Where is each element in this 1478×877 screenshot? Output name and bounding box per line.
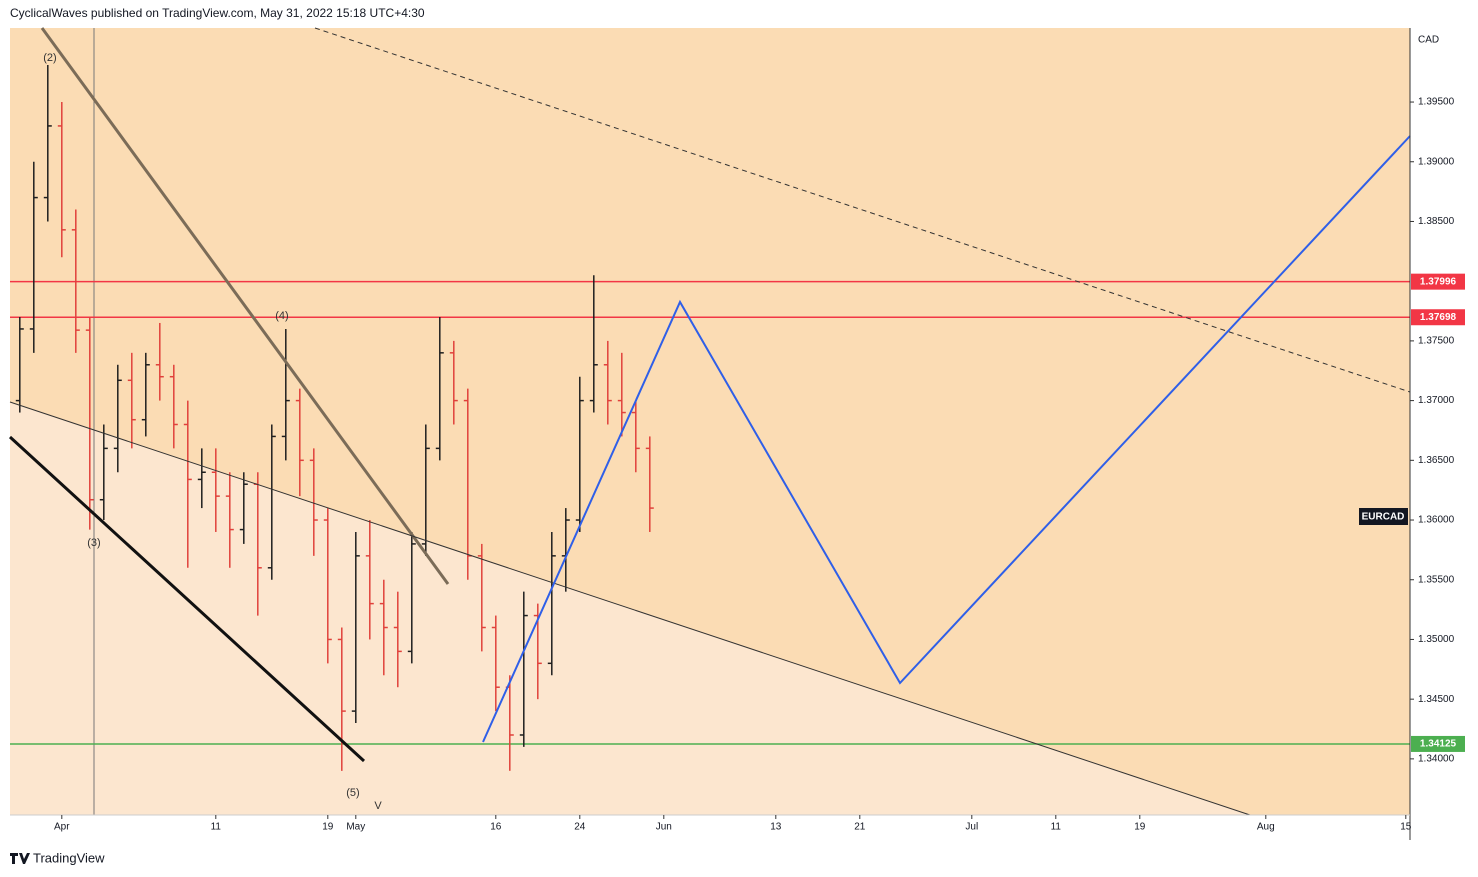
currency-label: CAD xyxy=(1418,35,1439,46)
x-tick-label: 15 xyxy=(1400,822,1412,833)
x-tick-label: 11 xyxy=(1051,822,1062,833)
y-tick-label: 1.35500 xyxy=(1418,574,1455,585)
x-tick-label: Apr xyxy=(54,822,70,833)
wave-label: (5) xyxy=(346,787,359,799)
x-tick-label: 19 xyxy=(1134,822,1146,833)
x-tick-label: 11 xyxy=(211,822,222,833)
x-tick-label: May xyxy=(346,822,365,833)
y-tick-label: 1.38500 xyxy=(1418,216,1455,227)
channel-line xyxy=(9,401,1251,816)
x-tick-label: Jun xyxy=(656,822,672,833)
wave-label: (4) xyxy=(275,310,288,322)
level-box xyxy=(1411,735,1465,752)
x-tick-label: 24 xyxy=(574,822,586,833)
x-tick-label: Jul xyxy=(965,822,978,833)
y-tick-label: 1.37000 xyxy=(1418,395,1455,406)
x-tick-label: 19 xyxy=(322,822,334,833)
y-tick-label: 1.36000 xyxy=(1418,515,1455,526)
y-tick-label: 1.37500 xyxy=(1418,336,1455,347)
brand-logo xyxy=(10,853,30,864)
x-tick-label: 13 xyxy=(770,822,782,833)
x-tick-label: Aug xyxy=(1257,822,1275,833)
y-tick-label: 1.34500 xyxy=(1418,694,1455,705)
y-tick-label: 1.34000 xyxy=(1418,754,1455,765)
brand: TradingView xyxy=(33,850,105,865)
dashed-trendline xyxy=(314,27,1411,393)
y-tick-label: 1.35000 xyxy=(1418,634,1455,645)
header: CyclicalWaves published on TradingView.c… xyxy=(10,6,425,20)
x-tick-label: 16 xyxy=(490,822,502,833)
y-tick-label: 1.39000 xyxy=(1418,156,1455,167)
brown-trendline xyxy=(40,27,450,585)
projection-path xyxy=(482,135,1411,743)
level-label: 1.37996 xyxy=(1420,276,1457,287)
lower-trendline xyxy=(8,435,366,763)
wave-label: (2) xyxy=(43,52,56,64)
wave-label: V xyxy=(374,800,382,812)
symbol-label: EURCAD xyxy=(1362,512,1405,523)
y-tick-label: 1.36500 xyxy=(1418,455,1455,466)
symbol-box xyxy=(1359,508,1408,525)
wave-label: (3) xyxy=(87,537,100,549)
level-box xyxy=(1411,273,1465,290)
level-box xyxy=(1411,309,1465,326)
x-tick-label: 21 xyxy=(854,822,866,833)
level-label: 1.34125 xyxy=(1420,739,1457,750)
y-tick-label: 1.39500 xyxy=(1418,97,1455,108)
level-label: 1.37698 xyxy=(1420,312,1457,323)
